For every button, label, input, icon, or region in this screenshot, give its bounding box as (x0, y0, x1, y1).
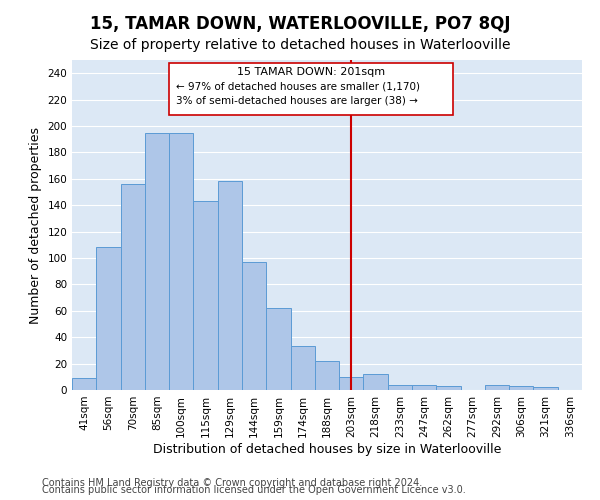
Bar (96, 248, 121, 390)
Bar (242, 262, 266, 390)
X-axis label: Distribution of detached houses by size in Waterlooville: Distribution of detached houses by size … (153, 442, 501, 456)
Bar (485, 384, 509, 390)
Text: Contains public sector information licensed under the Open Government Licence v3: Contains public sector information licen… (42, 485, 466, 495)
Bar (339, 377, 364, 390)
Text: 3% of semi-detached houses are larger (38) →: 3% of semi-detached houses are larger (3… (176, 96, 418, 106)
Text: 15, TAMAR DOWN, WATERLOOVILLE, PO7 8QJ: 15, TAMAR DOWN, WATERLOOVILLE, PO7 8QJ (90, 15, 510, 33)
Text: Size of property relative to detached houses in Waterlooville: Size of property relative to detached ho… (90, 38, 510, 52)
Bar (533, 388, 558, 390)
Bar (364, 374, 388, 390)
Text: Contains HM Land Registry data © Crown copyright and database right 2024.: Contains HM Land Registry data © Crown c… (42, 478, 422, 488)
Bar (509, 386, 533, 390)
Text: ← 97% of detached houses are smaller (1,170): ← 97% of detached houses are smaller (1,… (176, 81, 421, 91)
Bar (193, 201, 218, 390)
Bar (290, 346, 315, 390)
Y-axis label: Number of detached properties: Number of detached properties (29, 126, 42, 324)
Bar (315, 361, 339, 390)
Text: 15 TAMAR DOWN: 201sqm: 15 TAMAR DOWN: 201sqm (237, 66, 385, 76)
Bar (145, 132, 169, 390)
Bar (436, 386, 461, 390)
Bar (72, 378, 96, 390)
Bar (412, 384, 436, 390)
Bar (218, 182, 242, 390)
Bar (169, 62, 453, 116)
Bar (266, 308, 290, 390)
Bar (121, 184, 145, 390)
Bar (169, 132, 193, 390)
Bar (388, 384, 412, 390)
